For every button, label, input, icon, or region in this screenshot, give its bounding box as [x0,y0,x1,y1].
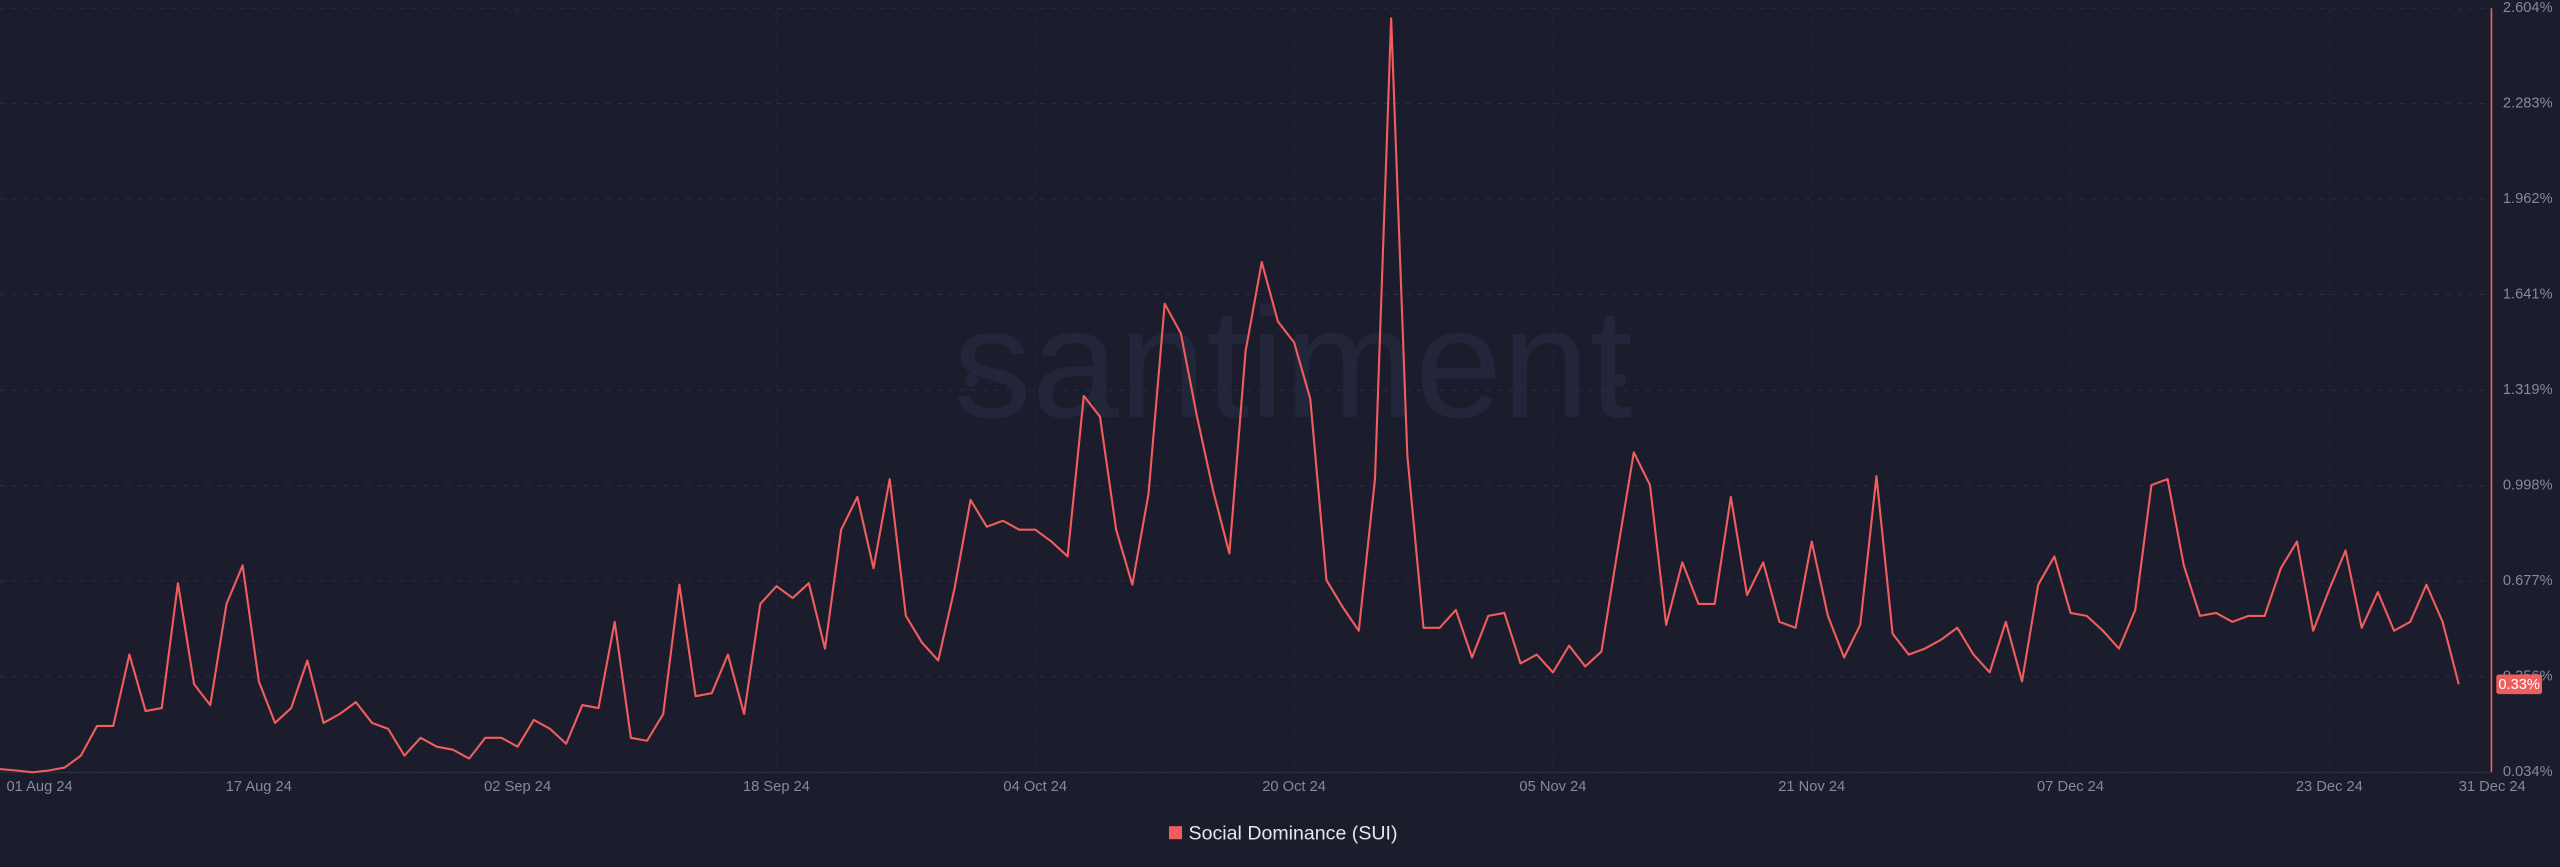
y-tick-label: 1.319% [2503,382,2553,398]
x-tick-label: 21 Nov 24 [1778,779,1845,795]
y-tick-label: 1.962% [2503,191,2553,207]
watermark-dot [1613,373,1627,387]
legend-swatch [1168,826,1183,840]
line [0,17,2460,774]
x-tick-label: 02 Sep 24 [484,779,551,795]
x-tick-label: 04 Oct 24 [1003,779,1067,795]
legend-label: Social Dominance (SUI) [1189,822,1398,844]
last-value-label: 0.33% [2498,677,2540,693]
last-value-badge [2496,674,2543,695]
y-tick-label: 2.283% [2503,96,2553,112]
x-tick-label: 05 Nov 24 [1519,779,1586,795]
y-tick-label: 2.604% [2503,0,2553,16]
watermark-text: santiment [953,276,1632,451]
x-tick-label: 01 Aug 24 [7,779,73,795]
y-tick-label: 1.641% [2503,286,2553,302]
legend: Social Dominance (SUI) [1168,822,1398,844]
watermark: santiment [953,276,1632,451]
x-tick-label: 31 Dec 24 [2459,779,2526,795]
x-tick-label: 23 Dec 24 [2296,779,2363,795]
y-tick-label: 0.998% [2503,478,2553,494]
x-tick-label: 17 Aug 24 [226,779,292,795]
y-tick-label: 0.034% [2503,764,2553,780]
y-tick-label: 0.677% [2503,573,2553,589]
x-tick-label: 18 Sep 24 [743,779,810,795]
x-tick-label: 20 Oct 24 [1262,779,1326,795]
watermark-dot [964,373,978,387]
x-tick-label: 07 Dec 24 [2037,779,2104,795]
